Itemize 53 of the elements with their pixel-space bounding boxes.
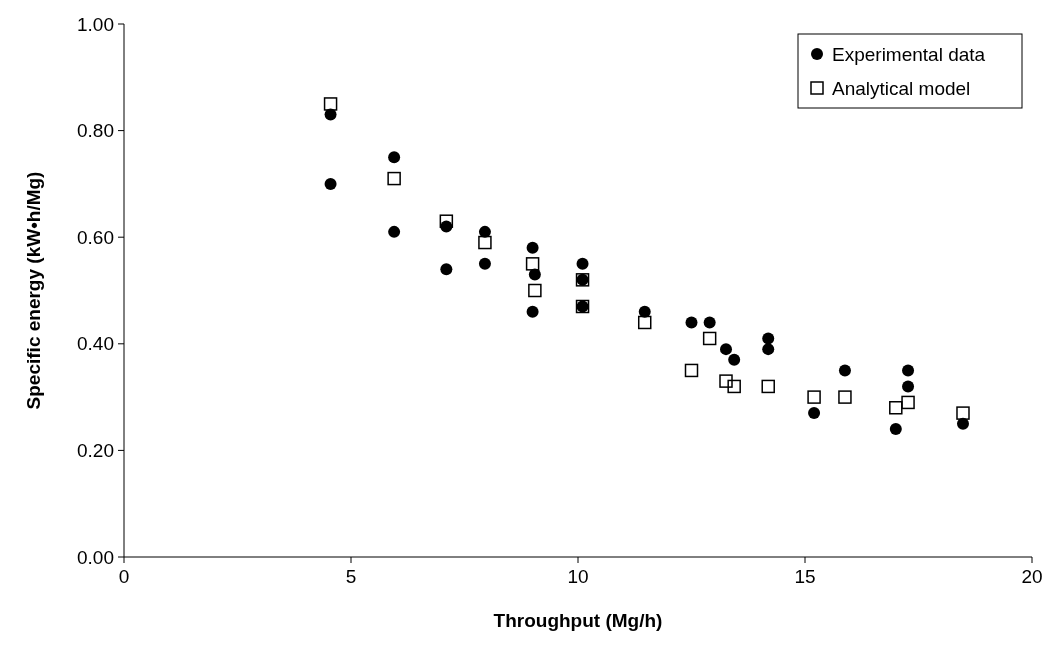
point [703,316,716,329]
x-tick-label: 10 [567,566,589,587]
point [719,374,733,388]
point [478,235,492,250]
x-axis-title: Throughput (Mg/h) [493,610,663,631]
point [762,332,775,345]
point [727,379,741,394]
point [684,363,699,378]
point [638,305,651,318]
point [838,390,852,404]
point [761,379,775,394]
point [889,401,903,415]
point [478,257,491,270]
y-tick-label: 0.80 [77,120,114,142]
point [902,364,915,377]
point [324,177,337,190]
point [323,97,338,111]
point [685,316,698,329]
y-axis-title: Specific energy (kW•h/Mg) [23,171,44,410]
point [526,241,539,254]
y-tick-label: 1.00 [77,13,114,35]
point [440,263,453,276]
point [956,406,970,420]
point [807,390,821,404]
x-tick-label: 5 [345,566,357,587]
point [902,380,915,393]
y-tick-label: 0.00 [77,546,114,568]
point [388,225,401,238]
x-tick-label: 15 [794,566,816,587]
x-tick-label: 0 [118,566,130,587]
point [808,407,821,420]
point [762,343,775,356]
point [637,315,652,330]
point [526,305,539,318]
legend-label: Analytical model [832,77,971,99]
y-tick-label: 0.40 [77,333,114,355]
point [576,257,589,270]
point [387,171,401,186]
point [889,423,902,436]
y-tick-label: 0.60 [77,226,114,248]
point [702,331,717,346]
point [528,283,542,298]
point [728,353,741,366]
point [838,364,851,377]
legend-label: Experimental data [832,43,986,65]
point [720,343,732,356]
y-tick-label: 0.20 [77,440,114,462]
point [478,225,491,238]
point [388,151,401,164]
x-tick-label: 20 [1021,566,1043,587]
point [901,395,915,410]
point [439,214,454,228]
point [525,257,540,271]
